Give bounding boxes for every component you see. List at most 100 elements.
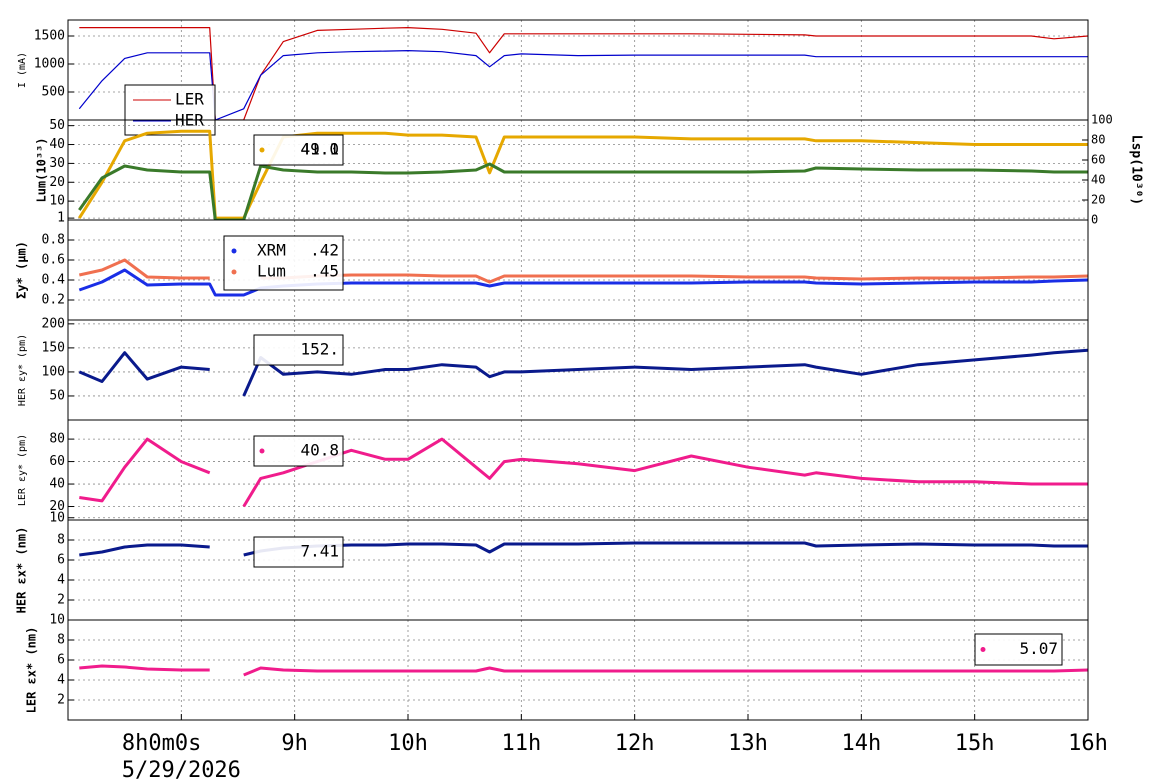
readout: .45 <box>310 262 339 281</box>
y-axis-label: HER εy* (pm) <box>17 334 28 406</box>
y-axis-label: Σy* (μm) <box>15 241 29 299</box>
y-tick-label: 0.8 <box>42 233 65 248</box>
x-tick-label: 10h <box>388 731 428 756</box>
y-axis-label: HER εx* (nm) <box>15 527 29 614</box>
legend-box <box>223 235 344 291</box>
x-date-label: 5/29/2026 <box>122 758 241 782</box>
y-tick-label: 10 <box>49 194 65 209</box>
readout: 40.8 <box>300 441 339 460</box>
legend-label: Lum <box>257 262 286 281</box>
y-tick-label: 150 <box>42 340 65 355</box>
y2-tick-label: 60 <box>1091 153 1105 167</box>
readout: .42 <box>310 241 339 260</box>
y-tick-label: 200 <box>42 316 65 331</box>
legend-label: LER <box>175 90 204 109</box>
readout: 41.1 <box>300 140 339 159</box>
panel-frame <box>67 19 1089 121</box>
y-tick-label: 8 <box>57 633 65 648</box>
legend: XRM .42 Lum .45 <box>223 235 344 291</box>
series-line <box>78 258 1088 284</box>
y-tick-label: 40 <box>49 477 65 492</box>
series-line <box>78 348 1088 397</box>
legend-box <box>974 633 1063 666</box>
panel-frame <box>67 219 1089 321</box>
series-line <box>78 129 1088 220</box>
y-tick-label: 500 <box>42 85 65 100</box>
y-tick-label: 10 <box>49 510 65 525</box>
y-axis-label: LER εy* (pm) <box>17 434 28 506</box>
y-tick-label: 50 <box>49 388 65 403</box>
legend: 40.8 <box>253 435 344 467</box>
legend-swatch <box>980 647 986 652</box>
panel-frame <box>67 419 1089 521</box>
y-axis-label: Lum(10³³) <box>35 137 49 202</box>
readout: 49.0 <box>300 140 339 159</box>
series-line <box>79 664 1088 677</box>
y-tick-label: 8 <box>57 533 65 548</box>
y-tick-label: 30 <box>49 156 65 171</box>
panel: 1 10 20 30 40 50 0 20 40 60 80 100 Lsp(10³⁰) Lum(10³³… <box>35 113 1144 227</box>
y-tick-label: 0.6 <box>42 253 65 268</box>
readout: 152. <box>300 340 339 359</box>
y-tick-label: 4 <box>57 573 65 588</box>
legend-swatch <box>231 248 237 254</box>
series-line <box>78 268 1088 297</box>
legend-swatch <box>259 448 265 454</box>
legend-swatch <box>259 147 265 153</box>
panel-frame <box>67 619 1089 721</box>
panel: 2 4 6 8 HER εx* (nm) <box>15 519 1089 621</box>
series-line <box>79 541 1088 557</box>
legend-box <box>253 134 344 166</box>
y-tick-label: 20 <box>49 175 65 190</box>
panel: 0.2 0.4 0.6 0.8 Σy* (μm) <box>15 219 1089 321</box>
legend-box <box>253 435 344 467</box>
y-tick-label: 40 <box>49 137 65 152</box>
y-tick-label: 20 <box>49 499 65 514</box>
y2-tick-label: 40 <box>1091 173 1105 187</box>
x-tick-label: 12h <box>615 731 655 756</box>
readout: 5.07 <box>1019 639 1058 658</box>
x-tick-label: 9h <box>281 731 308 756</box>
y-axis-label: I (mA) <box>17 52 28 88</box>
y-tick-label: 6 <box>57 553 65 568</box>
panel: 2 4 6 8 10 LER εx* (nm) <box>25 613 1089 721</box>
y-tick-label: 1000 <box>34 57 65 72</box>
y-tick-label: 60 <box>49 454 65 469</box>
panel: 500 1000 1500 I (mA) <box>17 19 1089 121</box>
y-tick-label: 4 <box>57 673 65 688</box>
x-tick-label: 11h <box>501 731 541 756</box>
y2-tick-label: 100 <box>1091 113 1113 127</box>
series-line <box>78 162 1088 220</box>
x-tick-label: 15h <box>955 731 995 756</box>
legend-swatch <box>231 269 237 275</box>
y-tick-label: 10 <box>49 613 65 628</box>
y-tick-label: 6 <box>57 653 65 668</box>
legend-box <box>253 334 344 366</box>
y-tick-label: 2 <box>57 693 65 708</box>
x-tick-label: 8h0m0s <box>122 731 201 756</box>
series-line <box>79 27 1088 120</box>
legend-box <box>124 84 216 136</box>
legend: 41.149.0 <box>253 134 344 166</box>
y-axis-label: LER εx* (nm) <box>25 627 39 714</box>
legend: 152. <box>253 334 344 366</box>
legend-box <box>253 536 344 568</box>
legend-label: XRM <box>257 241 286 260</box>
series-line <box>78 50 1088 120</box>
y-tick-label: 80 <box>49 432 65 447</box>
y-tick-label: 0.4 <box>42 273 66 288</box>
y-tick-label: 50 <box>49 118 65 133</box>
y-tick-label: 2 <box>57 593 65 608</box>
y-tick-label: 1 <box>57 211 65 226</box>
legend: 5.07 <box>974 633 1063 666</box>
series-line <box>79 437 1088 508</box>
y2-tick-label: 20 <box>1091 193 1105 207</box>
x-tick-label: 14h <box>841 731 881 756</box>
y-tick-label: 1500 <box>34 29 65 44</box>
x-tick-label: 16h <box>1068 731 1108 756</box>
y-tick-label: 0.2 <box>42 293 65 308</box>
panel-frame <box>67 519 1089 621</box>
